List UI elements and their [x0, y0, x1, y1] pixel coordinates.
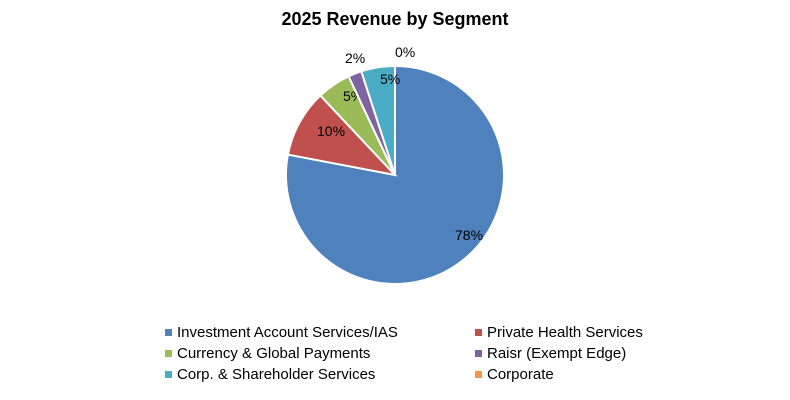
legend-item: Currency & Global Payments [165, 345, 370, 362]
data-label: 10% [317, 123, 345, 139]
data-label: 2% [345, 50, 365, 66]
legend-swatch [475, 350, 482, 357]
legend-swatch [165, 371, 172, 378]
legend-item: Private Health Services [475, 324, 643, 341]
legend-item: Corp. & Shareholder Services [165, 366, 375, 383]
legend-swatch [165, 350, 172, 357]
pie-slice [360, 64, 396, 176]
legend-label: Corporate [487, 366, 554, 383]
legend-label: Currency & Global Payments [177, 345, 371, 362]
legend-swatch [475, 371, 482, 378]
legend-swatch [165, 329, 172, 336]
data-label: 0% [395, 44, 415, 60]
data-label: 5% [380, 71, 400, 87]
legend-item: Investment Account Services/IAS [165, 324, 398, 341]
legend-item: Raisr (Exempt Edge) [475, 345, 626, 362]
legend-label: Raisr (Exempt Edge) [487, 345, 627, 362]
legend-label: Corp. & Shareholder Services [177, 366, 376, 383]
legend-label: Investment Account Services/IAS [177, 324, 398, 341]
legend-swatch [475, 329, 482, 336]
legend-item: Corporate [475, 366, 554, 383]
legend-label: Private Health Services [487, 324, 643, 341]
data-label: 78% [455, 227, 483, 243]
chart-title: 2025 Revenue by Segment [281, 9, 509, 29]
